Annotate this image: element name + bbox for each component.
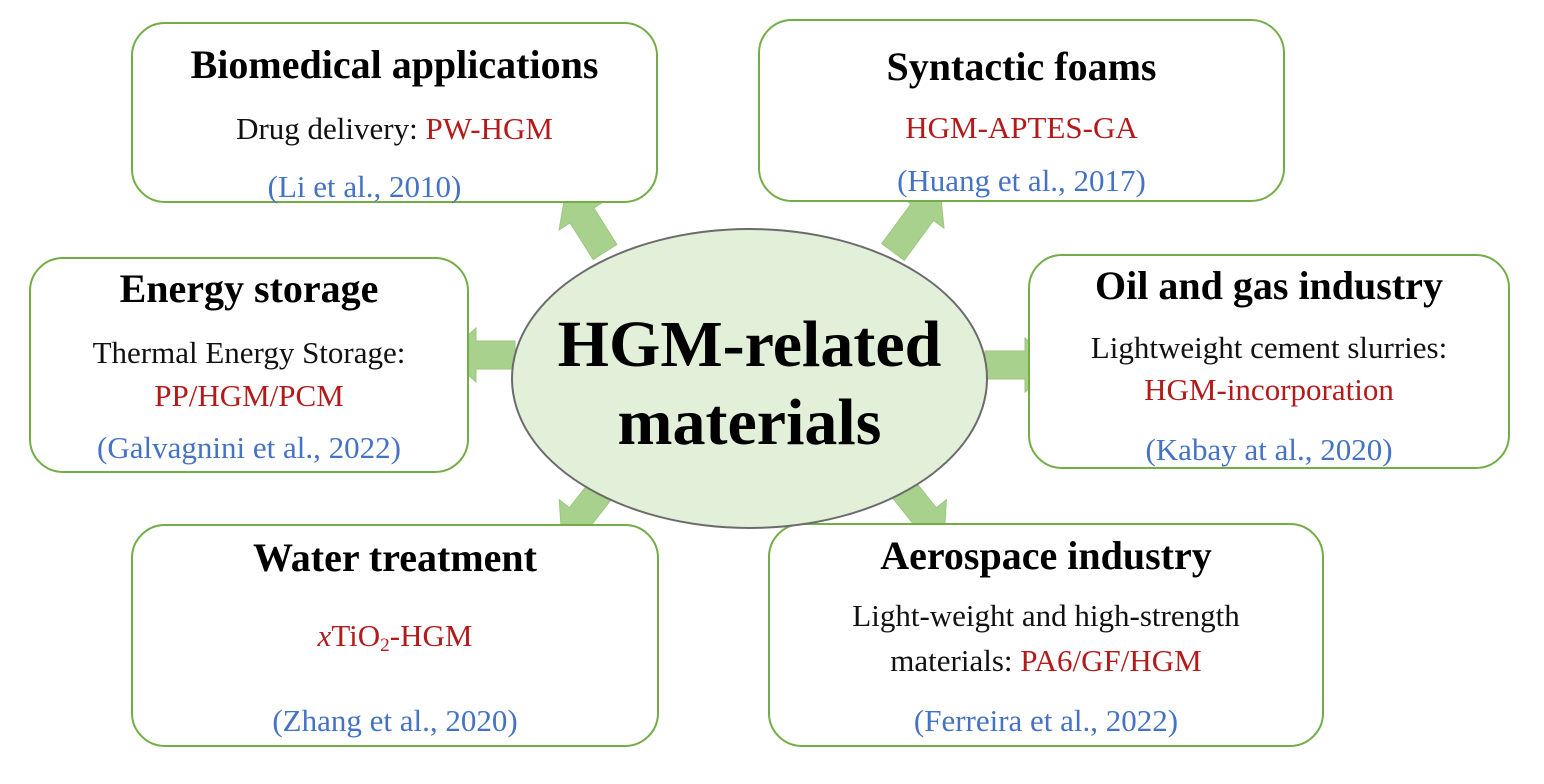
oil-gas-industry-title: Oil and gas industry (1095, 263, 1443, 308)
light-weight-label: Light-weight and high-strength (852, 598, 1240, 633)
oil-gas-industry-box: Oil and gas industry Lightweight cement … (1028, 254, 1510, 469)
tio-formula: TiO (331, 618, 381, 653)
hgm-aptes-ga-material: HGM-APTES-GA (905, 110, 1138, 145)
center-title-line1: HGM-related (557, 308, 942, 381)
biomedical-applications-title: Biomedical applications (190, 42, 599, 87)
xtio2-hgm-material: xTiO2-HGM (133, 618, 657, 655)
biomedical-applications-box: Biomedical applications Drug delivery: P… (131, 22, 658, 203)
pw-hgm-material: PW-HGM (425, 111, 553, 146)
biomedical-citation: (Li et al., 2010) (267, 169, 462, 204)
energy-citation: (Galvagnini et al., 2022) (97, 430, 401, 465)
hgm-suffix: -HGM (389, 618, 473, 653)
aerospace-material-line: materials: PA6/GF/HGM (770, 645, 1322, 676)
water-treatment-box: Water treatment xTiO2-HGM (Zhang et al.,… (131, 524, 659, 747)
aerospace-industry-title: Aerospace industry (880, 533, 1212, 578)
pa6-gf-hgm-material: PA6/GF/HGM (1020, 643, 1202, 678)
aerospace-citation: (Ferreira et al., 2022) (913, 703, 1179, 738)
energy-storage-box: Energy storage Thermal Energy Storage: P… (29, 257, 469, 473)
aerospace-industry-box: Aerospace industry Light-weight and high… (768, 523, 1324, 747)
biomedical-material-line: Drug delivery: PW-HGM (133, 113, 656, 144)
materials-label: materials: (890, 643, 1021, 678)
water-citation: (Zhang et al., 2020) (272, 703, 518, 738)
lightweight-cement-slurries-label: Lightweight cement slurries: (1090, 330, 1448, 365)
thermal-energy-storage-label: Thermal Energy Storage: (92, 335, 406, 370)
oil-gas-citation: (Kabay at al., 2020) (1145, 432, 1393, 467)
energy-storage-title: Energy storage (119, 266, 379, 311)
syntactic-citation: (Huang et al., 2017) (897, 163, 1146, 198)
subscript-2: 2 (380, 634, 390, 656)
syntactic-foams-title: Syntactic foams (886, 44, 1157, 89)
pp-hgm-pcm-material: PP/HGM/PCM (154, 378, 344, 413)
center-ellipse: HGM-related materials (511, 228, 988, 529)
arrow-to-biomedical (558, 189, 618, 261)
hgm-incorporation-material: HGM-incorporation (1144, 372, 1394, 407)
x-variable: x (317, 618, 332, 653)
syntactic-foams-box: Syntactic foams HGM-APTES-GA (Huang et a… (758, 19, 1285, 202)
drug-delivery-label: Drug delivery: (236, 111, 426, 146)
water-treatment-title: Water treatment (253, 535, 537, 580)
center-title-line2: materials (617, 386, 882, 459)
